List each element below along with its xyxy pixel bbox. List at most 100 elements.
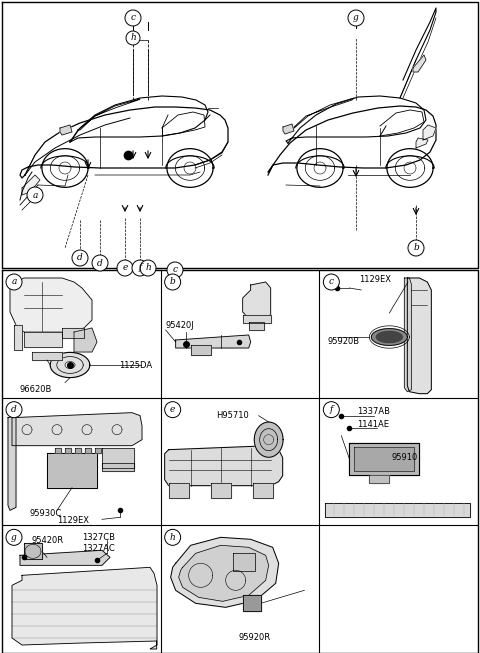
Polygon shape: [12, 413, 142, 445]
Polygon shape: [413, 55, 426, 72]
Text: 95920B: 95920B: [327, 336, 360, 345]
Text: 1337AB: 1337AB: [357, 407, 390, 416]
Circle shape: [6, 402, 22, 418]
Polygon shape: [75, 448, 81, 453]
Polygon shape: [8, 416, 16, 511]
Text: f: f: [330, 405, 333, 414]
Polygon shape: [179, 545, 269, 601]
Text: h: h: [145, 264, 151, 272]
Polygon shape: [191, 345, 211, 355]
Circle shape: [126, 31, 140, 45]
Polygon shape: [2, 270, 478, 653]
Polygon shape: [408, 278, 432, 394]
Circle shape: [348, 10, 364, 26]
Text: 1129EX: 1129EX: [360, 276, 391, 285]
Polygon shape: [14, 325, 22, 350]
Polygon shape: [249, 322, 264, 330]
Polygon shape: [404, 278, 411, 392]
Polygon shape: [102, 463, 134, 471]
Text: 95910: 95910: [391, 453, 418, 462]
Circle shape: [27, 187, 43, 203]
Text: 96620B: 96620B: [20, 385, 52, 394]
Circle shape: [324, 274, 339, 290]
Text: g: g: [353, 14, 359, 22]
Polygon shape: [416, 138, 428, 148]
Polygon shape: [20, 550, 110, 565]
Text: d: d: [97, 259, 103, 268]
Text: e: e: [170, 405, 175, 414]
Text: H95710: H95710: [216, 411, 249, 420]
Polygon shape: [252, 483, 273, 498]
Text: c: c: [131, 14, 135, 22]
Text: 1327CB: 1327CB: [82, 533, 115, 542]
Polygon shape: [243, 282, 271, 318]
Circle shape: [324, 402, 339, 418]
Circle shape: [167, 262, 183, 278]
Circle shape: [165, 274, 180, 290]
Text: 95920R: 95920R: [239, 633, 271, 643]
Polygon shape: [372, 328, 408, 345]
Polygon shape: [2, 2, 478, 268]
Text: 1141AE: 1141AE: [357, 420, 389, 429]
Circle shape: [140, 260, 156, 276]
Circle shape: [117, 260, 133, 276]
Polygon shape: [423, 125, 436, 140]
Text: 1327AC: 1327AC: [82, 544, 115, 553]
Polygon shape: [10, 278, 92, 332]
Text: g: g: [11, 533, 17, 542]
Polygon shape: [176, 335, 251, 348]
Text: h: h: [170, 533, 176, 542]
Text: b: b: [170, 278, 176, 287]
Circle shape: [6, 530, 22, 545]
Polygon shape: [349, 443, 420, 475]
Text: c: c: [172, 266, 178, 274]
Text: a: a: [12, 278, 17, 287]
Polygon shape: [12, 567, 157, 649]
Polygon shape: [32, 352, 62, 360]
Polygon shape: [168, 483, 189, 498]
Polygon shape: [24, 332, 62, 347]
Polygon shape: [211, 483, 231, 498]
Polygon shape: [102, 448, 134, 468]
Polygon shape: [47, 453, 97, 488]
Text: c: c: [329, 278, 334, 287]
Circle shape: [72, 250, 88, 266]
Polygon shape: [325, 503, 470, 517]
Polygon shape: [50, 353, 90, 377]
Polygon shape: [74, 328, 97, 352]
Polygon shape: [165, 445, 283, 486]
Polygon shape: [243, 596, 261, 611]
Text: b: b: [413, 244, 419, 253]
Polygon shape: [354, 447, 414, 471]
Text: a: a: [32, 191, 38, 200]
Text: f: f: [138, 264, 142, 272]
Polygon shape: [233, 553, 255, 571]
Polygon shape: [22, 175, 40, 195]
Text: 1125DA: 1125DA: [119, 360, 152, 370]
Polygon shape: [254, 422, 283, 457]
Circle shape: [125, 10, 141, 26]
Circle shape: [6, 274, 22, 290]
Polygon shape: [65, 448, 71, 453]
Polygon shape: [369, 475, 389, 483]
Circle shape: [132, 260, 148, 276]
Polygon shape: [85, 448, 91, 453]
Text: d: d: [11, 405, 17, 414]
Polygon shape: [55, 448, 61, 453]
Polygon shape: [62, 328, 84, 338]
Circle shape: [165, 402, 180, 418]
Polygon shape: [95, 448, 101, 453]
Text: 95420R: 95420R: [32, 536, 64, 545]
Circle shape: [92, 255, 108, 271]
Text: e: e: [122, 264, 128, 272]
Polygon shape: [376, 332, 402, 343]
Circle shape: [408, 240, 424, 256]
Polygon shape: [283, 124, 294, 134]
Circle shape: [165, 530, 180, 545]
Polygon shape: [243, 315, 271, 323]
Text: 95420J: 95420J: [166, 321, 194, 330]
Text: d: d: [77, 253, 83, 263]
Polygon shape: [24, 543, 42, 560]
Text: 95930C: 95930C: [30, 509, 62, 518]
Text: h: h: [130, 33, 136, 42]
